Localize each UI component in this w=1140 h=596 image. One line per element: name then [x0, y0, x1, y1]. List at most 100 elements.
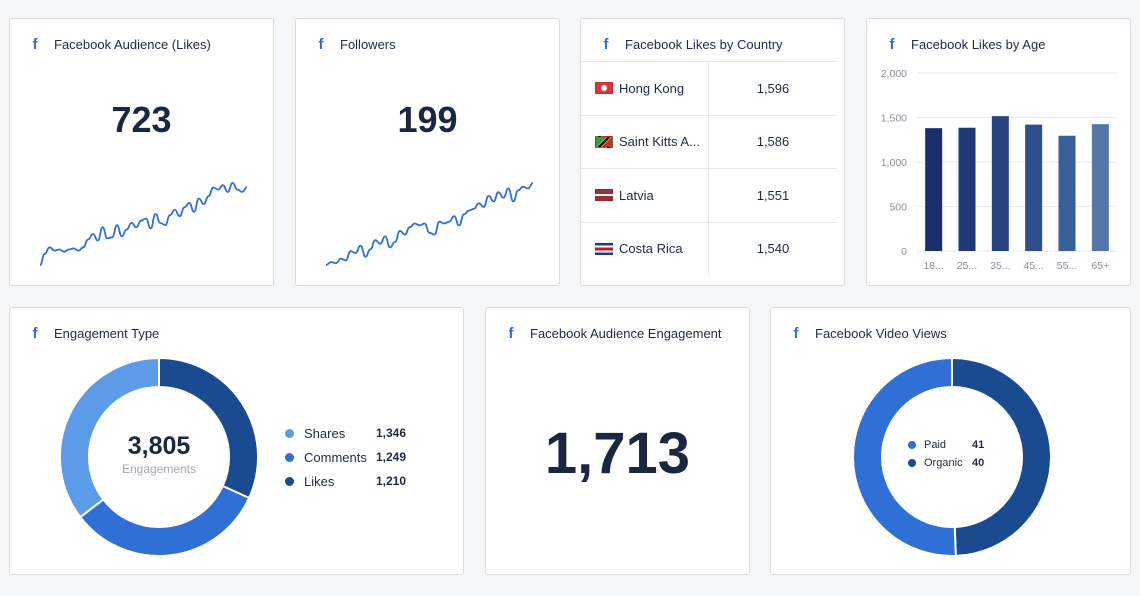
audience-likes-sparkline: [39, 182, 248, 266]
hong-kong-flag-icon: [595, 82, 613, 95]
table-row: Latvia 1,551: [581, 168, 837, 222]
y-tick-label: 2,000: [881, 68, 907, 80]
x-tick-label: 18...: [923, 260, 943, 272]
likes-by-age-bar-chart: 0 500 1,000 1,500 2,000 18... 25... 35... 45... 5…: [881, 68, 1117, 272]
legend-label: Paid: [924, 439, 947, 451]
donut-slice[interactable]: [852, 356, 957, 557]
country-name: Costa Rica: [619, 241, 683, 257]
donut-slice[interactable]: [951, 356, 1052, 557]
bar[interactable]: [925, 128, 943, 251]
country-cell: Saint Kitts A...: [581, 115, 709, 168]
bar[interactable]: [958, 127, 976, 251]
engagement-type-card: f Engagement Type 3,805 Engagements Shar…: [9, 307, 464, 575]
engagement-total: 3,805: [127, 432, 191, 460]
legend-item: Likes 1,210: [285, 469, 406, 493]
bar[interactable]: [991, 116, 1009, 251]
facebook-icon: f: [318, 35, 324, 53]
table-row: Hong Kong 1,596: [581, 61, 837, 115]
video-views-donut-chart: [852, 356, 1052, 557]
card-title: Facebook Audience Engagement: [530, 325, 722, 341]
legend-item: Comments 1,249: [285, 445, 406, 469]
card-header: f Facebook Likes by Age: [885, 33, 1046, 55]
bar[interactable]: [1025, 124, 1043, 251]
y-tick-label: 1,000: [881, 157, 907, 169]
facebook-icon: f: [603, 35, 609, 53]
video-views-card: f Facebook Video Views Paid 41 Organic 4…: [770, 307, 1131, 575]
x-tick-label: 35...: [990, 260, 1010, 272]
sparkline-series: [39, 182, 248, 266]
facebook-icon: f: [32, 35, 38, 53]
paid-legend-dot: [908, 441, 916, 449]
legend-label: Shares: [304, 425, 346, 441]
y-tick-label: 500: [889, 202, 907, 214]
video-views-legend: Paid 41 Organic 40: [908, 436, 984, 472]
audience-engagement-card: f Facebook Audience Engagement 1,713: [485, 307, 750, 575]
card-header: f Facebook Audience Engagement: [504, 322, 722, 344]
country-value: 1,540: [756, 241, 790, 257]
card-title: Facebook Audience (Likes): [54, 36, 211, 52]
country-value: 1,596: [756, 80, 790, 96]
latvia-flag-icon: [595, 189, 613, 202]
audience-engagement-value: 1,713: [544, 421, 691, 486]
country-value: 1,551: [756, 187, 790, 203]
followers-value: 199: [397, 99, 458, 140]
country-cell: Costa Rica: [581, 222, 709, 275]
saint-kitts-flag-icon: [595, 135, 613, 148]
card-header: f Facebook Audience (Likes): [28, 33, 211, 55]
facebook-icon: f: [793, 324, 799, 342]
country-name: Saint Kitts A...: [619, 134, 700, 150]
engagement-total-label: Engagements: [121, 462, 197, 476]
x-tick-label: 55...: [1057, 260, 1077, 272]
legend-value: 1,210: [376, 474, 407, 488]
bar[interactable]: [1091, 124, 1109, 251]
engagement-type-donut-chart: [59, 356, 259, 557]
country-value: 1,586: [756, 134, 790, 150]
facebook-icon: f: [889, 35, 895, 53]
legend-label: Comments: [304, 449, 367, 465]
card-title: Facebook Video Views: [815, 325, 947, 341]
bar[interactable]: [1058, 135, 1076, 251]
legend-value: 1,249: [376, 450, 407, 464]
donut-center: 3,805 Engagements: [58, 432, 260, 476]
donut-slice[interactable]: [78, 484, 251, 557]
card-title: Followers: [340, 36, 396, 52]
sparkline-series: [325, 182, 534, 266]
followers-sparkline: [325, 182, 534, 266]
y-tick-label: 0: [901, 246, 907, 258]
costa-rica-flag-icon: [595, 242, 613, 255]
likes-by-country-card: f Facebook Likes by Country Hong Kong 1,…: [580, 18, 845, 286]
shares-legend-dot: [285, 428, 294, 438]
card-header: f Engagement Type: [28, 322, 160, 344]
country-name: Hong Kong: [619, 80, 685, 96]
facebook-icon: f: [508, 324, 514, 342]
legend-value: 40: [972, 457, 985, 469]
table-row: Costa Rica 1,540: [581, 221, 837, 275]
donut-slice[interactable]: [59, 356, 160, 519]
organic-legend-dot: [908, 459, 916, 467]
legend-item: Organic 40: [908, 454, 984, 472]
country-table: Hong Kong 1,596 Saint Kitts A... 1,586 L…: [581, 61, 837, 275]
y-tick-label: 1,500: [881, 113, 907, 125]
x-tick-label: 45...: [1023, 260, 1043, 272]
legend-item: Paid 41: [908, 436, 984, 454]
audience-likes-value: 723: [111, 99, 172, 140]
engagement-legend: Shares 1,346 Comments 1,249 Likes 1,210: [285, 421, 406, 493]
audience-likes-card: f Facebook Audience (Likes) 723: [9, 18, 274, 286]
x-tick-label: 25...: [957, 260, 977, 272]
card-title: Facebook Likes by Age: [911, 36, 1046, 52]
likes-by-age-card: f Facebook Likes by Age 0 500 1,000 1,500 2,…: [866, 18, 1131, 286]
card-header: f Followers: [314, 33, 396, 55]
card-title: Engagement Type: [54, 325, 160, 341]
comments-legend-dot: [285, 452, 294, 462]
legend-item: Shares 1,346: [285, 421, 406, 445]
country-name: Latvia: [619, 187, 654, 203]
x-tick-label: 65+: [1091, 260, 1109, 272]
legend-value: 1,346: [376, 426, 407, 440]
card-header: f Facebook Likes by Country: [599, 33, 783, 55]
legend-label: Likes: [304, 473, 335, 489]
table-row: Saint Kitts A... 1,586: [581, 114, 837, 168]
legend-value: 41: [972, 439, 985, 451]
followers-card: f Followers 199: [295, 18, 560, 286]
country-cell: Latvia: [581, 169, 709, 222]
donut-slice[interactable]: [158, 356, 259, 500]
